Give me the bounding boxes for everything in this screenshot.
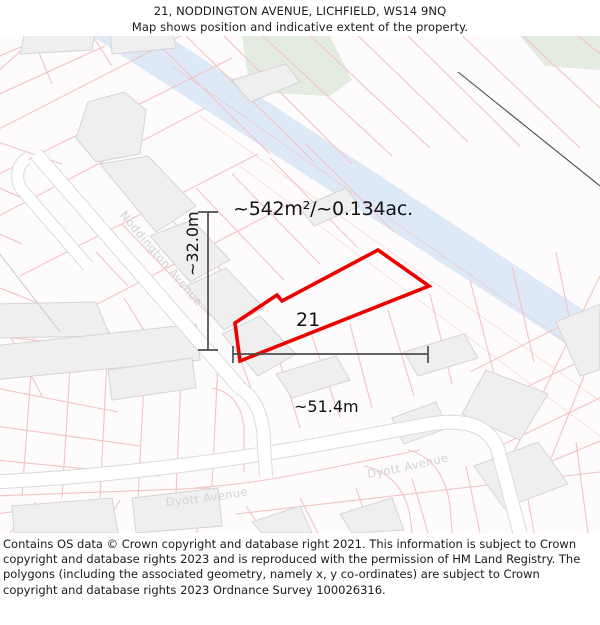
- dimension-label-horizontal: ~51.4m: [294, 397, 359, 416]
- building-layer: [0, 36, 600, 533]
- map-canvas[interactable]: Noddington Avenue Dyott Avenue Dyott Ave…: [0, 36, 600, 533]
- dimension-layer: [198, 211, 429, 363]
- map-vector-layer: Noddington Avenue Dyott Avenue Dyott Ave…: [0, 36, 600, 533]
- page-title: 21, NODDINGTON AVENUE, LICHFIELD, WS14 9…: [153, 4, 447, 18]
- road-dyott-avenue-east-fill: [429, 415, 527, 533]
- building: [231, 63, 301, 103]
- building: [110, 36, 177, 55]
- building: [0, 323, 201, 380]
- building: [185, 267, 265, 331]
- building: [555, 303, 600, 377]
- road-cul-de-sac-fill: [12, 153, 93, 270]
- building: [11, 497, 119, 533]
- building: [251, 505, 313, 533]
- road-layer: [0, 71, 600, 533]
- building: [19, 36, 96, 55]
- building: [149, 219, 231, 283]
- property-number-label: 21: [296, 309, 321, 331]
- footpath-northeast: [457, 71, 600, 187]
- building: [75, 91, 147, 163]
- building: [131, 487, 223, 533]
- green-area-northeast: [520, 36, 600, 70]
- building: [107, 357, 197, 401]
- footpath-southwest: [0, 253, 61, 333]
- building: [403, 333, 479, 377]
- building: [299, 187, 361, 227]
- property-extent-layer[interactable]: [233, 247, 433, 364]
- property-area-label: ~542m²/~0.134ac.: [233, 198, 413, 220]
- building: [339, 497, 405, 533]
- building: [275, 355, 351, 399]
- page-subtitle: Map shows position and indicative extent…: [131, 20, 469, 34]
- building: [0, 301, 111, 339]
- property-boundary-21[interactable]: [233, 247, 433, 364]
- road-noddington-avenue-fill: [31, 149, 245, 393]
- road-label-dyott-avenue-east: Dyott Avenue: [366, 450, 450, 481]
- building: [99, 155, 197, 233]
- map-footer: Contains OS data © Crown copyright and d…: [0, 533, 600, 625]
- map-header: 21, NODDINGTON AVENUE, LICHFIELD, WS14 9…: [0, 0, 600, 36]
- dimension-label-vertical: ~32.0m: [183, 211, 202, 276]
- copyright-text: Contains OS data © Crown copyright and d…: [3, 537, 581, 597]
- road-connector-fill: [236, 382, 272, 477]
